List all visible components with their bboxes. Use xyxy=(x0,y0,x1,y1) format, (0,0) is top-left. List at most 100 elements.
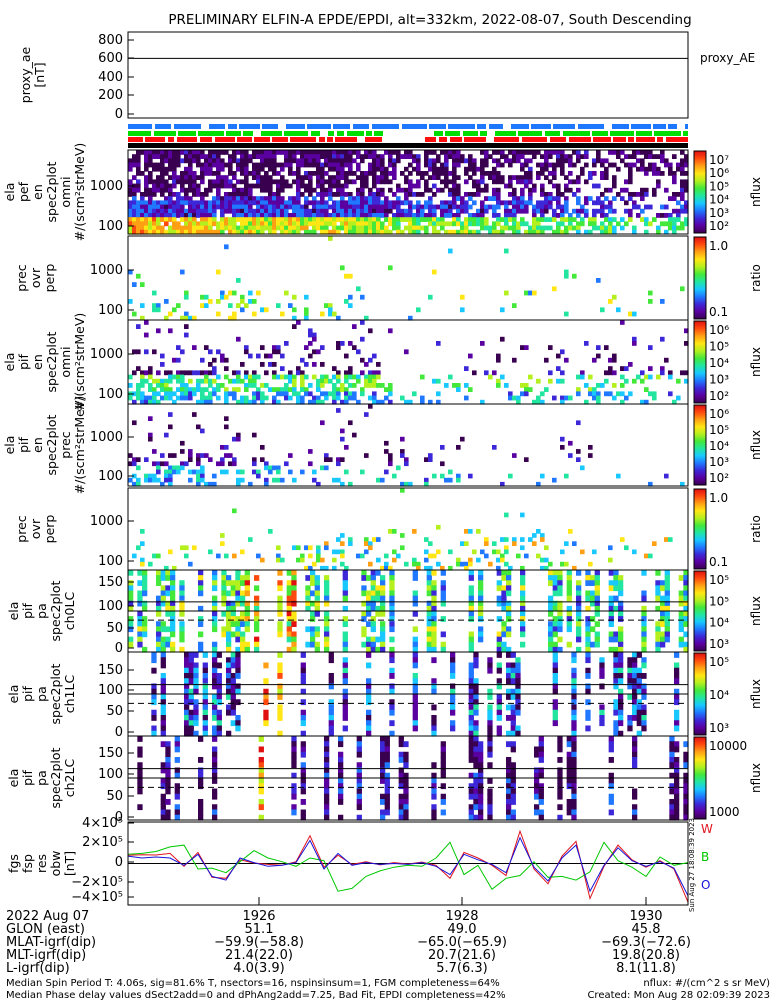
pif_prec-pixel xyxy=(404,457,409,462)
pef_en-pixel xyxy=(256,154,261,159)
pa0-pixel xyxy=(678,641,684,648)
pef_en-pixel xyxy=(248,213,253,218)
pef_en-pixel xyxy=(452,204,457,210)
pa0-pixel xyxy=(412,590,418,597)
pef_en-pixel xyxy=(212,213,217,218)
pif_en-pixel xyxy=(668,370,673,376)
pef_en-pixel xyxy=(476,213,481,218)
pa2-pixel xyxy=(487,751,493,758)
pif_ratio-pixel xyxy=(608,545,613,551)
pa0-pixel xyxy=(142,631,148,638)
pef_en-pixel xyxy=(132,158,137,164)
pef_en-pixel xyxy=(684,171,689,176)
pa0-pixel xyxy=(520,595,526,602)
pa1-pixel xyxy=(674,720,680,727)
pef_en-pixel xyxy=(228,196,233,201)
pa1-pixel xyxy=(431,704,437,711)
pif_en-pixel xyxy=(308,391,313,397)
pa0-pixel xyxy=(170,575,176,581)
pef_en-pixel xyxy=(340,221,345,227)
pa2-pixel xyxy=(398,799,404,805)
pa1-pixel xyxy=(412,704,418,711)
pef_en-pixel xyxy=(628,162,633,168)
pa1-pixel xyxy=(216,709,222,716)
pef_en-pixel xyxy=(192,200,197,206)
pef_ratio-pixel xyxy=(360,294,365,300)
pef_en-pixel xyxy=(496,187,501,193)
pif_en-pixel xyxy=(244,345,249,350)
pa0-pixel xyxy=(585,575,591,581)
pef_en-pixel xyxy=(576,179,581,185)
pef_en-pixel xyxy=(492,208,497,214)
pef_en-pixel xyxy=(304,200,309,206)
pef_en-pixel xyxy=(680,162,685,168)
pa1-pixel xyxy=(342,709,348,716)
pa1-pixel xyxy=(585,657,591,664)
pef_en-pixel xyxy=(340,187,345,193)
x-row-value: −69.3(−72.6) xyxy=(601,935,691,950)
pif_ratio-pixel xyxy=(468,557,473,563)
pef_en-pixel xyxy=(348,196,353,201)
pa0-pixel xyxy=(361,616,367,622)
pef_ratio-colorbar-tick: 1.0 xyxy=(709,239,728,253)
status-bar-segment xyxy=(333,124,350,129)
pef_en-pixel xyxy=(396,158,401,164)
pa1-pixel xyxy=(450,709,456,716)
pa0-pixel xyxy=(655,585,661,592)
pef_en-pixel xyxy=(280,213,285,218)
pif_prec-pixel xyxy=(440,445,445,450)
pif_prec-pixel xyxy=(188,457,193,462)
pif_en-pixel xyxy=(588,391,593,397)
pif_en-pixel xyxy=(280,353,285,359)
pef_en-pixel xyxy=(340,150,345,155)
pif_prec-pixel xyxy=(268,465,273,471)
pa0-pixel xyxy=(305,595,311,602)
pa1-pixel xyxy=(235,657,241,664)
pa2-pixel xyxy=(473,804,479,811)
pa0-pixel xyxy=(655,646,661,653)
pif_prec-pixel xyxy=(168,453,173,458)
pef_en-pixel xyxy=(292,158,297,164)
pif_ratio-pixel xyxy=(360,553,365,559)
pa1-pixel xyxy=(389,652,395,658)
pif_en-pixel xyxy=(256,353,261,359)
pif_ratio-pixel xyxy=(504,561,509,567)
pa1-pixel xyxy=(263,715,269,721)
pef_en-pixel xyxy=(540,154,545,159)
pef_en-pixel xyxy=(136,162,141,168)
pef_en-pixel xyxy=(144,217,149,222)
pef_en-pixel xyxy=(484,225,489,231)
pif_ratio-pixel xyxy=(468,561,473,567)
status-bar-segment xyxy=(261,131,282,136)
pif_ratio-pixel xyxy=(316,549,321,555)
pef_ratio-pixel xyxy=(276,303,281,308)
pa2-pixel xyxy=(510,793,516,800)
pa2-ytick-label: 100 xyxy=(98,767,123,782)
pef_en-pixel xyxy=(492,192,497,197)
pef_en-pixel xyxy=(276,196,281,201)
pef_en-pixel xyxy=(316,158,321,164)
status-bar-segment xyxy=(402,124,427,129)
pef_en-pixel xyxy=(500,150,505,155)
pa2-pixel xyxy=(324,783,330,790)
pa2-pixel xyxy=(506,778,512,784)
pef_en-pixel xyxy=(452,221,457,227)
pa2-pixel xyxy=(440,783,446,790)
pif_prec-pixel xyxy=(164,473,169,479)
pif_ratio-pixel xyxy=(476,529,481,534)
pif_prec-colorbar-tick: 10³ xyxy=(709,455,729,469)
pif_prec-pixel xyxy=(132,420,137,426)
pa0-pixel xyxy=(655,605,661,612)
pif_en-pixel xyxy=(660,370,665,376)
pef_en-pixel xyxy=(188,225,193,231)
pa0-pixel xyxy=(226,590,232,597)
pif_ratio-pixel xyxy=(468,529,473,534)
pa1-pixel xyxy=(510,720,516,727)
pa2-pixel xyxy=(440,741,446,748)
pa1-pixel xyxy=(641,683,647,690)
pa0-pixel xyxy=(520,600,526,607)
pif_en-pixel xyxy=(404,349,409,355)
pa0-pixel xyxy=(221,631,227,638)
pa2-pixel xyxy=(566,783,572,790)
pa1-pixel xyxy=(473,725,479,732)
